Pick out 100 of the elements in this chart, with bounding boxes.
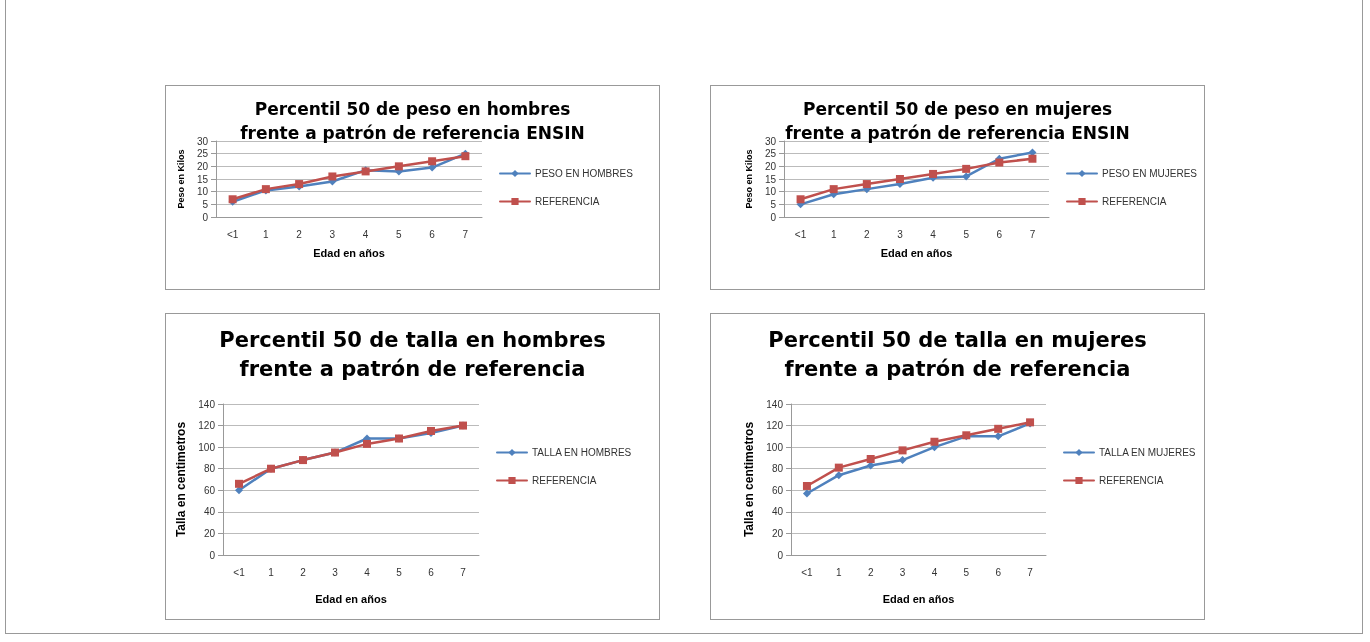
y-tick-label: 15 xyxy=(764,173,777,185)
point xyxy=(898,456,907,465)
y-tick-label: 60 xyxy=(203,484,216,496)
y-tick-label: 5 xyxy=(770,198,777,210)
y-tick-label: 5 xyxy=(202,198,209,210)
chart-title: Percentil 50 de talla en hombres frente a patrón de referencia xyxy=(219,327,606,382)
point xyxy=(328,172,337,181)
point xyxy=(898,446,907,455)
y-axis-title: Talla en centimetros xyxy=(742,421,757,538)
y-tick-label: 100 xyxy=(198,441,216,453)
legend-label: REFERENCIA xyxy=(535,196,600,207)
y-tick-label: 140 xyxy=(198,398,216,410)
point xyxy=(428,157,437,166)
point xyxy=(834,463,843,472)
x-tick-label: 5 xyxy=(963,228,970,240)
point xyxy=(895,175,904,183)
point xyxy=(994,424,1003,433)
y-tick-label: 80 xyxy=(771,463,784,475)
y-tick-label: 100 xyxy=(766,441,784,453)
y-tick-label: 0 xyxy=(770,211,777,223)
chart-title: Percentil 50 de talla en mujeres frente a patrón de referencia xyxy=(768,327,1147,382)
point xyxy=(796,195,805,204)
y-tick-label: 80 xyxy=(203,463,216,475)
x-tick-label: 5 xyxy=(396,228,403,240)
x-tick-label: <1 xyxy=(226,228,239,240)
x-tick-label: 3 xyxy=(329,228,336,240)
x-tick-label: <1 xyxy=(233,566,246,578)
y-tick-label: 20 xyxy=(771,527,784,539)
y-tick-label: 10 xyxy=(196,186,209,198)
y-tick-label: 25 xyxy=(764,148,777,160)
x-tick-label: 1 xyxy=(263,228,270,240)
y-tick-label: 120 xyxy=(766,420,784,432)
x-tick-label: 4 xyxy=(362,228,369,240)
legend-label: REFERENCIA xyxy=(532,475,597,486)
y-tick-label: 0 xyxy=(209,549,216,561)
x-tick-label: 7 xyxy=(1027,566,1034,578)
y-tick-label: 20 xyxy=(196,160,209,172)
x-tick-label: 2 xyxy=(864,228,871,240)
chart-title: Percentil 50 de peso en hombres frente a patrón de referencia ENSIN xyxy=(240,98,585,143)
y-axis-title: Peso en Kilos xyxy=(176,149,187,209)
x-tick-label: 7 xyxy=(462,228,469,240)
x-tick-label: 3 xyxy=(332,566,339,578)
x-tick-label: <1 xyxy=(801,566,814,578)
point xyxy=(962,172,971,181)
x-tick-label: 3 xyxy=(897,228,904,240)
x-tick-label: 6 xyxy=(996,228,1003,240)
x-tick-label: 5 xyxy=(396,566,403,578)
x-tick-label: 3 xyxy=(899,566,906,578)
point xyxy=(929,169,938,178)
x-tick-label: 6 xyxy=(428,566,435,578)
y-axis-title: Talla en centimetros xyxy=(174,421,189,538)
y-tick-label: 120 xyxy=(198,420,216,432)
chart-title: Percentil 50 de peso en mujeres frente a patrón de referencia ENSIN xyxy=(785,98,1130,143)
x-tick-label: 2 xyxy=(296,228,303,240)
legend-label: REFERENCIA xyxy=(1102,196,1167,207)
x-tick-label: 4 xyxy=(931,566,938,578)
y-tick-label: 140 xyxy=(766,398,784,410)
legend-label: TALLA EN MUJERES xyxy=(1099,447,1196,458)
x-axis-title: Edad en años xyxy=(315,592,387,605)
x-tick-label: <1 xyxy=(794,228,807,240)
x-tick-label: 4 xyxy=(930,228,937,240)
legend-label: PESO EN MUJERES xyxy=(1102,168,1198,179)
y-tick-label: 40 xyxy=(203,506,216,518)
y-tick-label: 0 xyxy=(202,211,209,223)
point xyxy=(834,471,843,480)
point xyxy=(1028,154,1037,163)
x-tick-label: 1 xyxy=(836,566,843,578)
y-tick-label: 20 xyxy=(203,527,216,539)
x-tick-label: 1 xyxy=(268,566,275,578)
x-tick-label: 6 xyxy=(995,566,1002,578)
y-tick-label: 20 xyxy=(764,160,777,172)
legend-label: REFERENCIA xyxy=(1099,475,1164,486)
y-tick-label: 60 xyxy=(771,484,784,496)
legend-label: TALLA EN HOMBRES xyxy=(532,447,632,458)
x-tick-label: 1 xyxy=(830,228,837,240)
x-tick-label: 5 xyxy=(963,566,970,578)
point xyxy=(930,437,939,446)
point xyxy=(802,489,811,498)
y-tick-label: 40 xyxy=(771,506,784,518)
point xyxy=(394,162,403,171)
y-tick-label: 30 xyxy=(764,135,777,147)
y-tick-label: 0 xyxy=(777,549,784,561)
y-tick-label: 25 xyxy=(196,148,209,160)
y-tick-label: 30 xyxy=(196,135,209,147)
point xyxy=(995,158,1004,167)
x-tick-label: 4 xyxy=(364,566,371,578)
point xyxy=(235,479,243,488)
point xyxy=(363,439,371,448)
x-tick-label: 7 xyxy=(460,566,467,578)
y-tick-label: 10 xyxy=(764,186,777,198)
x-axis-title: Edad en años xyxy=(880,246,953,259)
x-axis-title: Edad en años xyxy=(882,592,955,605)
point xyxy=(962,164,971,173)
point xyxy=(862,180,871,189)
legend-label: PESO EN HOMBRES xyxy=(535,168,634,179)
x-tick-label: 7 xyxy=(1029,228,1036,240)
y-tick-label: 15 xyxy=(196,173,209,185)
y-axis-title: Peso en Kilos xyxy=(744,149,755,209)
x-axis-title: Edad en años xyxy=(313,246,385,259)
x-tick-label: 2 xyxy=(300,566,307,578)
